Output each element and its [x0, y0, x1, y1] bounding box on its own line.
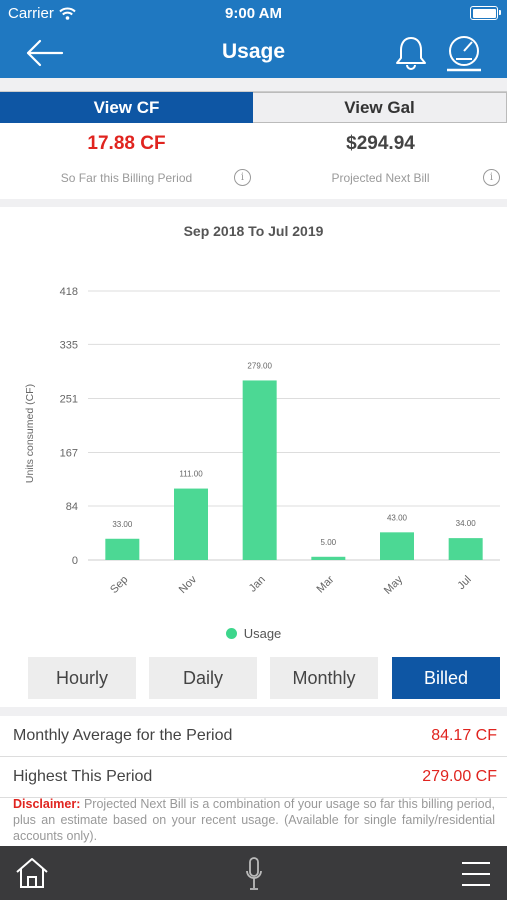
view-cf-button[interactable]: View CF — [0, 92, 253, 123]
meter-gauge-icon[interactable] — [444, 34, 484, 74]
current-usage-label: So Far this Billing Period — [60, 171, 193, 185]
highest-period-value: 279.00 CF — [422, 768, 497, 785]
x-tick-label: Mar — [315, 573, 337, 595]
usage-bar-chart: 0 84 167 251 335 418 Units consumed (CF) 33.00 S… — [24, 286, 500, 597]
carrier-label: Carrier — [8, 5, 54, 22]
wifi-icon — [59, 7, 76, 20]
x-tick-label: May — [382, 573, 406, 597]
microphone-icon[interactable] — [244, 856, 264, 892]
bottom-tab-bar — [0, 846, 507, 900]
monthly-average-row: Monthly Average for the Period 84.17 CF — [0, 716, 507, 757]
monthly-button[interactable]: Monthly — [270, 657, 378, 699]
y-tick-label: 84 — [66, 501, 78, 513]
unit-toggle: View CF View Gal — [0, 91, 507, 123]
carrier: Carrier — [8, 5, 76, 22]
usage-summary: 17.88 CF So Far this Billing Period i $2… — [0, 123, 507, 199]
disclaimer-label: Disclaimer: — [13, 797, 81, 811]
bar-value-label: 34.00 — [456, 519, 477, 528]
disclaimer-text: Projected Next Bill is a combination of … — [13, 797, 495, 843]
clock: 9:00 AM — [225, 5, 282, 22]
y-tick-label: 251 — [60, 393, 78, 405]
bar — [448, 538, 483, 560]
highest-period-label: Highest This Period — [13, 768, 153, 785]
info-icon[interactable]: i — [234, 169, 251, 186]
y-tick-label: 167 — [60, 448, 78, 460]
hamburger-menu-icon[interactable] — [460, 860, 492, 888]
hourly-button[interactable]: Hourly — [28, 657, 136, 699]
highest-period-row: Highest This Period 279.00 CF — [0, 757, 507, 798]
x-tick-label: Jul — [455, 574, 473, 592]
bar-value-label: 5.00 — [321, 538, 337, 547]
nav-bar: Usage — [0, 28, 507, 78]
chart-title: Sep 2018 To Jul 2019 — [183, 223, 324, 239]
y-tick-label: 0 — [72, 555, 78, 567]
x-tick-label: Jan — [247, 574, 268, 595]
billed-button[interactable]: Billed — [392, 657, 500, 699]
projected-bill-value: $294.94 — [346, 133, 415, 154]
legend-swatch — [225, 628, 237, 639]
projected-bill-card: $294.94 Projected Next Bill i — [254, 123, 507, 199]
current-usage-card: 17.88 CF So Far this Billing Period i — [0, 123, 253, 199]
bar-value-label: 43.00 — [387, 513, 408, 522]
legend-label: Usage — [243, 626, 282, 641]
back-arrow-icon[interactable] — [22, 36, 66, 70]
y-tick-label: 335 — [60, 339, 78, 351]
chart-legend: Usage — [0, 626, 507, 641]
home-icon[interactable] — [15, 856, 49, 890]
y-axis-title: Units consumed (CF) — [24, 384, 36, 483]
bar — [174, 488, 208, 560]
period-stats: Monthly Average for the Period 84.17 CF … — [0, 716, 507, 846]
bar — [311, 556, 346, 560]
monthly-average-label: Monthly Average for the Period — [13, 727, 233, 744]
bar — [380, 532, 414, 560]
bar — [242, 380, 277, 560]
daily-button[interactable]: Daily — [149, 657, 257, 699]
bell-icon[interactable] — [392, 34, 430, 72]
chart-panel: Sep 2018 To Jul 2019 0 84 167 251 335 418 Unit… — [0, 207, 507, 707]
bar-value-label: 279.00 — [247, 361, 272, 370]
status-bar: Carrier 9:00 AM — [0, 0, 507, 28]
monthly-average-value: 84.17 CF — [431, 727, 497, 744]
x-tick-label: Nov — [177, 573, 200, 596]
bar-value-label: 111.00 — [179, 470, 203, 479]
projected-bill-label: Projected Next Bill — [331, 171, 430, 185]
bar-value-label: 33.00 — [112, 520, 133, 529]
page-title: Usage — [221, 40, 286, 63]
info-icon[interactable]: i — [483, 169, 500, 186]
current-usage-value: 17.88 CF — [87, 133, 166, 154]
battery-icon — [470, 6, 501, 20]
x-tick-label: Sep — [108, 574, 130, 596]
y-tick-label: 418 — [60, 286, 78, 298]
period-selector: Hourly Daily Monthly Billed — [0, 657, 507, 699]
disclaimer: Disclaimer: Projected Next Bill is a com… — [13, 796, 495, 844]
view-gal-button[interactable]: View Gal — [253, 92, 507, 123]
bar — [105, 538, 140, 560]
